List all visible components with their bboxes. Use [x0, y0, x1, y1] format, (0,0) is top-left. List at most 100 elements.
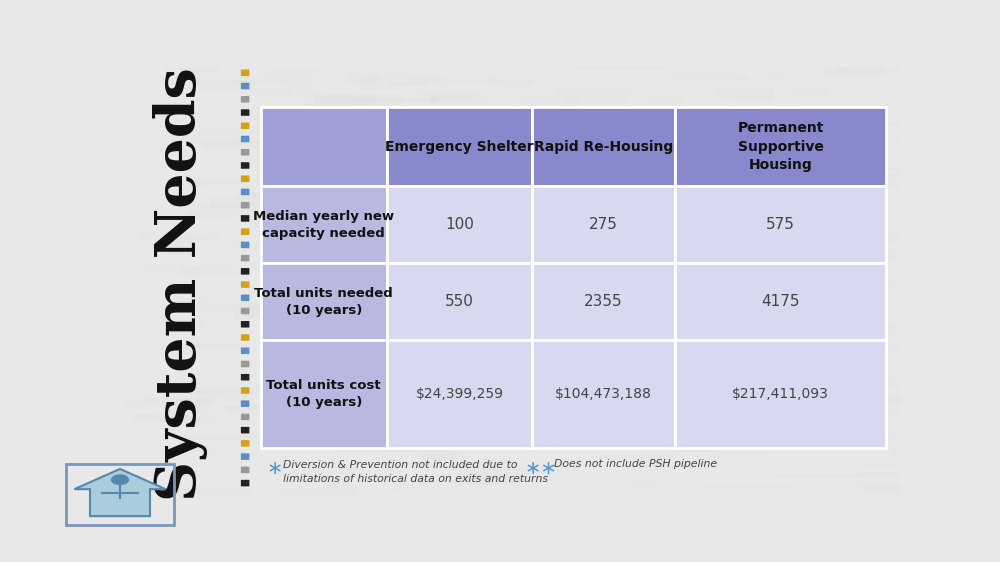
FancyBboxPatch shape [379, 330, 450, 336]
FancyBboxPatch shape [241, 480, 249, 486]
FancyBboxPatch shape [231, 77, 311, 85]
FancyBboxPatch shape [210, 198, 283, 208]
FancyBboxPatch shape [303, 438, 374, 443]
FancyBboxPatch shape [726, 274, 786, 285]
FancyBboxPatch shape [786, 166, 866, 174]
FancyBboxPatch shape [852, 174, 906, 185]
FancyBboxPatch shape [436, 107, 506, 112]
FancyBboxPatch shape [864, 463, 896, 469]
FancyBboxPatch shape [274, 398, 343, 405]
FancyBboxPatch shape [251, 218, 328, 224]
FancyBboxPatch shape [803, 225, 857, 236]
FancyBboxPatch shape [681, 301, 723, 306]
FancyBboxPatch shape [199, 490, 252, 500]
FancyBboxPatch shape [675, 340, 886, 448]
FancyBboxPatch shape [741, 132, 784, 138]
FancyBboxPatch shape [530, 162, 609, 170]
FancyBboxPatch shape [237, 115, 266, 120]
FancyBboxPatch shape [847, 444, 878, 448]
FancyBboxPatch shape [126, 448, 210, 452]
FancyBboxPatch shape [553, 275, 624, 283]
FancyBboxPatch shape [722, 346, 787, 355]
FancyBboxPatch shape [339, 76, 381, 83]
Text: System Needs: System Needs [153, 67, 208, 501]
FancyBboxPatch shape [716, 89, 774, 98]
FancyBboxPatch shape [387, 340, 532, 448]
FancyBboxPatch shape [241, 215, 249, 221]
FancyBboxPatch shape [403, 315, 456, 323]
Text: Total units cost
(10 years): Total units cost (10 years) [266, 379, 381, 409]
FancyBboxPatch shape [613, 339, 643, 343]
FancyBboxPatch shape [241, 109, 249, 116]
FancyBboxPatch shape [190, 386, 272, 395]
Polygon shape [74, 469, 166, 516]
FancyBboxPatch shape [785, 129, 824, 133]
FancyBboxPatch shape [750, 419, 841, 427]
FancyBboxPatch shape [813, 156, 873, 164]
FancyBboxPatch shape [241, 123, 249, 129]
FancyBboxPatch shape [763, 323, 855, 328]
FancyBboxPatch shape [890, 185, 979, 189]
FancyBboxPatch shape [560, 150, 638, 157]
FancyBboxPatch shape [231, 242, 324, 251]
Text: Diversion & Prevention not included due to
limitations of historical data on exi: Diversion & Prevention not included due … [283, 460, 548, 484]
FancyBboxPatch shape [241, 282, 249, 288]
FancyBboxPatch shape [305, 365, 363, 374]
FancyBboxPatch shape [532, 107, 675, 186]
FancyBboxPatch shape [159, 315, 205, 327]
FancyBboxPatch shape [813, 321, 858, 329]
FancyBboxPatch shape [825, 66, 904, 76]
FancyBboxPatch shape [703, 109, 742, 117]
Text: Does not include PSH pipeline: Does not include PSH pipeline [554, 459, 717, 469]
FancyBboxPatch shape [399, 149, 480, 160]
FancyBboxPatch shape [517, 176, 572, 182]
FancyBboxPatch shape [387, 186, 532, 263]
FancyBboxPatch shape [330, 127, 366, 134]
FancyBboxPatch shape [473, 319, 557, 330]
FancyBboxPatch shape [428, 451, 457, 461]
FancyBboxPatch shape [241, 361, 249, 367]
FancyBboxPatch shape [257, 93, 321, 100]
FancyBboxPatch shape [508, 353, 541, 357]
Text: Total units needed
(10 years): Total units needed (10 years) [254, 287, 393, 316]
FancyBboxPatch shape [472, 321, 501, 330]
FancyBboxPatch shape [703, 142, 734, 147]
FancyBboxPatch shape [808, 374, 845, 380]
FancyBboxPatch shape [361, 306, 427, 315]
FancyBboxPatch shape [300, 146, 382, 157]
FancyBboxPatch shape [144, 397, 217, 405]
Text: Emergency Shelter: Emergency Shelter [385, 140, 534, 154]
FancyBboxPatch shape [387, 263, 532, 340]
FancyBboxPatch shape [532, 340, 675, 448]
FancyBboxPatch shape [709, 366, 756, 377]
FancyBboxPatch shape [817, 168, 909, 176]
FancyBboxPatch shape [194, 204, 240, 209]
FancyBboxPatch shape [704, 334, 740, 339]
FancyBboxPatch shape [321, 423, 404, 431]
FancyBboxPatch shape [698, 148, 725, 153]
FancyBboxPatch shape [676, 430, 703, 435]
FancyBboxPatch shape [177, 405, 202, 413]
FancyBboxPatch shape [791, 331, 874, 337]
FancyBboxPatch shape [241, 466, 249, 473]
FancyBboxPatch shape [789, 165, 862, 172]
FancyBboxPatch shape [449, 158, 519, 165]
FancyBboxPatch shape [340, 184, 408, 196]
FancyBboxPatch shape [227, 405, 294, 414]
Text: Median yearly new
capacity needed: Median yearly new capacity needed [253, 210, 394, 239]
FancyBboxPatch shape [554, 254, 598, 258]
FancyBboxPatch shape [488, 380, 514, 388]
FancyBboxPatch shape [261, 263, 387, 340]
FancyBboxPatch shape [241, 242, 249, 248]
FancyBboxPatch shape [241, 294, 249, 301]
FancyBboxPatch shape [287, 268, 322, 273]
FancyBboxPatch shape [241, 454, 249, 460]
FancyBboxPatch shape [314, 95, 402, 105]
Text: Permanent
Supportive
Housing: Permanent Supportive Housing [737, 121, 824, 172]
FancyBboxPatch shape [157, 386, 185, 394]
FancyBboxPatch shape [900, 268, 929, 277]
FancyBboxPatch shape [261, 340, 387, 448]
FancyBboxPatch shape [312, 433, 389, 438]
FancyBboxPatch shape [412, 135, 492, 141]
FancyBboxPatch shape [159, 416, 198, 422]
